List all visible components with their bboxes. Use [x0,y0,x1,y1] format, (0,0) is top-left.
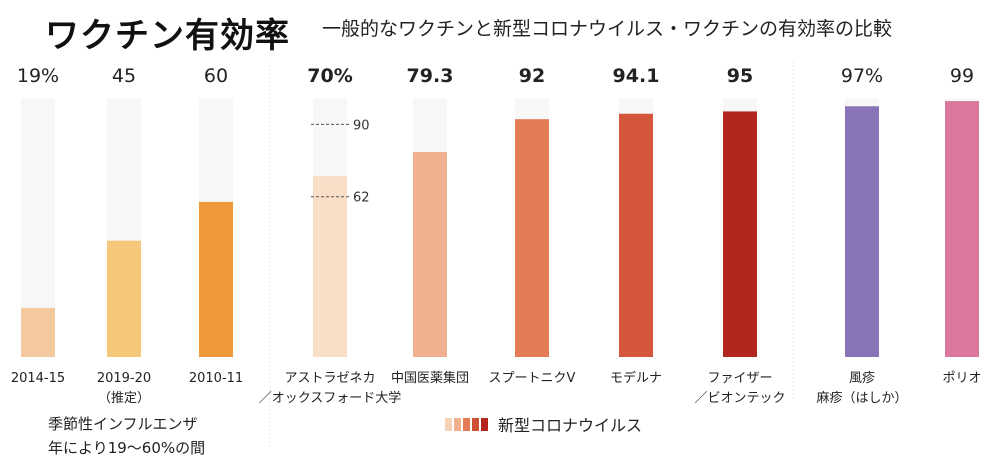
annotation-label: 90 [353,118,370,133]
legend-swatch [463,417,470,431]
category-sublabel: （推定） [98,391,150,406]
bar [107,240,141,357]
category-sublabel: 麻疹（はしか） [816,390,907,406]
legend-swatch [445,417,452,431]
category-label: スプートニクV [489,371,576,386]
category-label: ポリオ [942,371,981,386]
value-label: 19% [17,65,59,87]
category-sublabel: ／ビオンテック [694,391,785,406]
bar [945,101,979,358]
bar [21,307,55,357]
category-label: アストラゼネカ [284,371,375,386]
seasonal-flu-note: 季節性インフルエンザ 年により19〜60%の間 [48,412,205,460]
legend-swatches [445,417,490,431]
value-label: 94.1 [613,65,660,87]
value-label: 79.3 [407,65,454,87]
category-label: 2014-15 [11,371,65,386]
category-label: 風疹 [849,370,875,386]
seasonal-flu-note-line1: 季節性インフルエンザ [48,415,198,433]
legend-label: 新型コロナウイルス [498,416,643,435]
legend-swatch [454,417,461,431]
legend-swatch [481,417,488,431]
category-label: 2019-20 [97,371,151,386]
bar [199,201,233,357]
category-sublabel: ／オックスフォード大学 [259,390,402,406]
bar [413,152,447,357]
bar [845,106,879,357]
seasonal-flu-note-line2: 年により19〜60%の間 [48,439,206,457]
bar [723,111,757,357]
value-label: 70% [307,65,352,87]
value-label: 97% [841,65,883,87]
category-label: 2010-11 [189,371,243,386]
chart-legend: 新型コロナウイルス [445,412,642,436]
bar [515,119,549,358]
page-title: ワクチン有効率 [45,16,290,56]
category-label: モデルナ [610,370,662,386]
bar [619,113,653,358]
value-label: 99 [950,65,974,87]
value-label: 60 [204,65,228,87]
legend-swatch [472,417,479,431]
category-label: 中国医薬集団 [391,370,469,386]
value-label: 95 [727,65,753,87]
annotation-label: 62 [353,191,370,206]
category-label: ファイザー [707,371,772,386]
value-label: 92 [519,65,545,87]
value-label: 45 [112,65,136,87]
bar [313,176,347,357]
page-subtitle: 一般的なワクチンと新型コロナウイルス・ワクチンの有効率の比較 [322,18,893,40]
